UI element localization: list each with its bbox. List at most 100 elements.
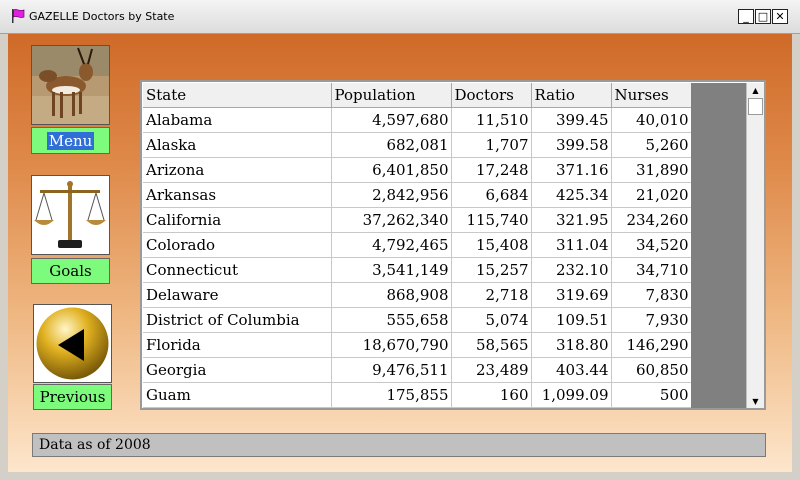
cell-ratio: 403.44 (531, 357, 612, 383)
cell-nurses: 34,710 (611, 257, 692, 283)
minimize-icon: _ (743, 10, 749, 23)
gazelle-photo-icon (32, 46, 109, 124)
cell-population: 3,541,149 (331, 257, 452, 283)
cell-state: Alabama (143, 107, 332, 133)
cell-ratio: 425.34 (531, 182, 612, 208)
table-row[interactable]: Arkansas 2,842,956 6,684 425.34 21,020 (143, 182, 692, 208)
cell-state: Connecticut (143, 257, 332, 283)
cell-doctors: 1,707 (451, 132, 532, 158)
cell-state: Arizona (143, 157, 332, 183)
cell-ratio: 319.69 (531, 282, 612, 308)
previous-button[interactable]: Previous (33, 384, 112, 410)
column-header-nurses[interactable]: Nurses (611, 83, 692, 108)
scales-of-justice-icon (32, 176, 109, 254)
goals-button[interactable]: Goals (31, 258, 110, 284)
table-row[interactable]: Connecticut 3,541,149 15,257 232.10 34,7… (143, 257, 692, 283)
close-icon: ✕ (775, 10, 785, 23)
scroll-down-arrow-icon[interactable]: ▼ (752, 396, 759, 406)
table-row[interactable]: California 37,262,340 115,740 321.95 234… (143, 207, 692, 233)
table-row[interactable]: Alaska 682,081 1,707 399.58 5,260 (143, 132, 692, 158)
cell-doctors: 15,257 (451, 257, 532, 283)
cell-state: Florida (143, 332, 332, 358)
minimize-button[interactable]: _ (738, 9, 754, 24)
cell-doctors: 6,684 (451, 182, 532, 208)
cell-population: 2,842,956 (331, 182, 452, 208)
table-row[interactable]: Georgia 9,476,511 23,489 403.44 60,850 (143, 357, 692, 383)
cell-population: 18,670,790 (331, 332, 452, 358)
cell-state: District of Columbia (143, 307, 332, 333)
previous-image[interactable] (33, 304, 112, 383)
title-bar[interactable]: GAZELLE Doctors by State _ □ ✕ (0, 0, 800, 34)
previous-button-label: Previous (39, 388, 106, 406)
cell-nurses: 34,520 (611, 232, 692, 258)
vertical-scrollbar[interactable]: ▲ ▼ (746, 83, 764, 408)
cell-state: Colorado (143, 232, 332, 258)
scrollbar-thumb[interactable] (748, 98, 763, 115)
cell-nurses: 234,260 (611, 207, 692, 233)
cell-nurses: 31,890 (611, 157, 692, 183)
gazelle-image[interactable] (31, 45, 110, 125)
window-title: GAZELLE Doctors by State (29, 10, 175, 23)
cell-nurses: 500 (611, 382, 692, 408)
cell-population: 9,476,511 (331, 357, 452, 383)
table-row[interactable]: Florida 18,670,790 58,565 318.80 146,290 (143, 332, 692, 358)
status-bar: Data as of 2008 (32, 433, 766, 457)
cell-doctors: 11,510 (451, 107, 532, 133)
table-row[interactable]: Arizona 6,401,850 17,248 371.16 31,890 (143, 157, 692, 183)
cell-doctors: 15,408 (451, 232, 532, 258)
cell-ratio: 1,099.09 (531, 382, 612, 408)
cell-doctors: 5,074 (451, 307, 532, 333)
cell-ratio: 399.58 (531, 132, 612, 158)
cell-population: 868,908 (331, 282, 452, 308)
cell-population: 6,401,850 (331, 157, 452, 183)
cell-nurses: 21,020 (611, 182, 692, 208)
cell-population: 682,081 (331, 132, 452, 158)
column-header-population[interactable]: Population (331, 83, 452, 108)
doctors-table[interactable]: State Population Doctors Ratio Nurses Al… (143, 83, 692, 408)
cell-state: California (143, 207, 332, 233)
cell-doctors: 17,248 (451, 157, 532, 183)
cell-ratio: 321.95 (531, 207, 612, 233)
cell-population: 4,792,465 (331, 232, 452, 258)
goals-image[interactable] (31, 175, 110, 255)
table-empty-area (691, 83, 746, 408)
cell-doctors: 2,718 (451, 282, 532, 308)
table-row[interactable]: Delaware 868,908 2,718 319.69 7,830 (143, 282, 692, 308)
cell-nurses: 7,930 (611, 307, 692, 333)
back-arrow-orb-icon (36, 307, 109, 380)
table-row[interactable]: Alabama 4,597,680 11,510 399.45 40,010 (143, 107, 692, 133)
app-flag-icon (12, 9, 25, 23)
menu-button-label: Menu (46, 131, 95, 150)
scroll-up-arrow-icon[interactable]: ▲ (752, 85, 759, 95)
cell-ratio: 318.80 (531, 332, 612, 358)
table-row[interactable]: Colorado 4,792,465 15,408 311.04 34,520 (143, 232, 692, 258)
cell-ratio: 399.45 (531, 107, 612, 133)
table-row[interactable]: Guam 175,855 160 1,099.09 500 (143, 382, 692, 408)
goals-button-label: Goals (49, 262, 92, 280)
cell-doctors: 23,489 (451, 357, 532, 383)
column-header-state[interactable]: State (143, 83, 332, 108)
cell-nurses: 146,290 (611, 332, 692, 358)
column-header-ratio[interactable]: Ratio (531, 83, 612, 108)
cell-doctors: 160 (451, 382, 532, 408)
cell-state: Alaska (143, 132, 332, 158)
cell-ratio: 371.16 (531, 157, 612, 183)
cell-population: 37,262,340 (331, 207, 452, 233)
close-button[interactable]: ✕ (772, 9, 788, 24)
cell-population: 175,855 (331, 382, 452, 408)
maximize-button[interactable]: □ (755, 9, 771, 24)
cell-state: Guam (143, 382, 332, 408)
table-row[interactable]: District of Columbia 555,658 5,074 109.5… (143, 307, 692, 333)
cell-state: Georgia (143, 357, 332, 383)
column-header-doctors[interactable]: Doctors (451, 83, 532, 108)
cell-nurses: 40,010 (611, 107, 692, 133)
cell-state: Arkansas (143, 182, 332, 208)
cell-nurses: 60,850 (611, 357, 692, 383)
cell-state: Delaware (143, 282, 332, 308)
menu-button[interactable]: Menu (31, 127, 110, 154)
cell-ratio: 311.04 (531, 232, 612, 258)
table-header-row: State Population Doctors Ratio Nurses (143, 83, 692, 108)
cell-nurses: 5,260 (611, 132, 692, 158)
maximize-icon: □ (757, 10, 769, 23)
